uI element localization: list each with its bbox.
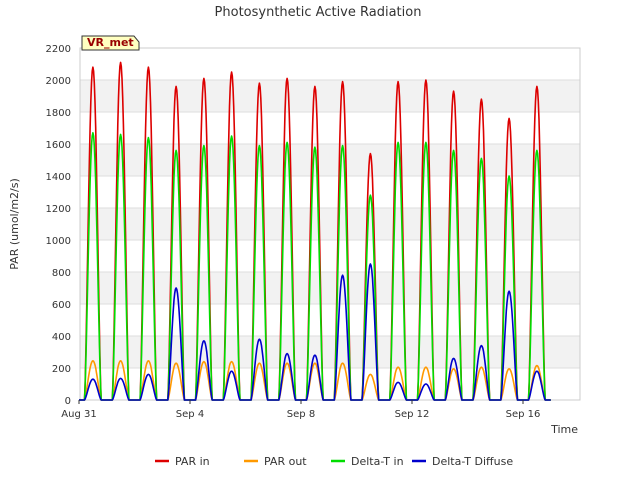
x-tick-label: Sep 12 <box>395 409 430 420</box>
y-tick-label: 1400 <box>46 172 71 183</box>
legend: PAR in PAR out Delta-T in Delta-T Diffuse <box>155 455 513 468</box>
x-axis-label: Time <box>550 423 578 436</box>
plot-band <box>80 144 580 176</box>
y-tick-label: 200 <box>52 364 71 375</box>
plot-band <box>80 336 580 368</box>
x-axis-ticks: Aug 31 Sep 4 Sep 8 Sep 12 Sep 16 <box>61 400 540 420</box>
x-tick-label: Aug 31 <box>61 409 96 420</box>
plot-band <box>80 176 580 208</box>
y-tick-label: 1600 <box>46 140 71 151</box>
legend-label: Delta-T in <box>351 455 404 468</box>
legend-label: PAR in <box>175 455 210 468</box>
y-tick-label: 600 <box>52 300 71 311</box>
y-tick-label: 1800 <box>46 108 71 119</box>
station-label-box: VR_met <box>81 35 140 51</box>
y-tick-label: 1000 <box>46 236 71 247</box>
series-line-delta-t-in <box>79 132 551 401</box>
plot-band <box>80 48 580 80</box>
plot-band <box>80 112 580 144</box>
x-tick-label: Sep 16 <box>506 409 541 420</box>
plot-band <box>80 272 580 304</box>
station-label: VR_met <box>87 36 134 49</box>
plot-band <box>80 304 580 336</box>
plot-band <box>80 368 580 400</box>
x-tick-label: Sep 4 <box>176 409 204 420</box>
y-tick-label: 1200 <box>46 204 71 215</box>
x-tick-label: Sep 8 <box>287 409 315 420</box>
plot-band <box>80 240 580 272</box>
plot-background <box>80 48 580 400</box>
legend-label: PAR out <box>264 455 307 468</box>
y-tick-label: 800 <box>52 268 71 279</box>
y-tick-label: 2200 <box>46 44 71 55</box>
plot-band <box>80 80 580 112</box>
y-axis-ticks: 0 200 400 600 800 1000 1200 1400 1600 1800 2000 220… <box>46 44 71 407</box>
y-tick-label: 2000 <box>46 76 71 87</box>
series-line-delta-t-diffuse <box>79 263 551 401</box>
chart-title: Photosynthetic Active Radiation <box>215 5 422 20</box>
series-layer <box>79 61 551 401</box>
plot-band <box>80 208 580 240</box>
y-tick-label: 400 <box>52 332 71 343</box>
legend-label: Delta-T Diffuse <box>432 455 513 468</box>
y-tick-label: 0 <box>65 396 71 407</box>
y-axis-label: PAR (umol/m2/s) <box>8 178 21 270</box>
